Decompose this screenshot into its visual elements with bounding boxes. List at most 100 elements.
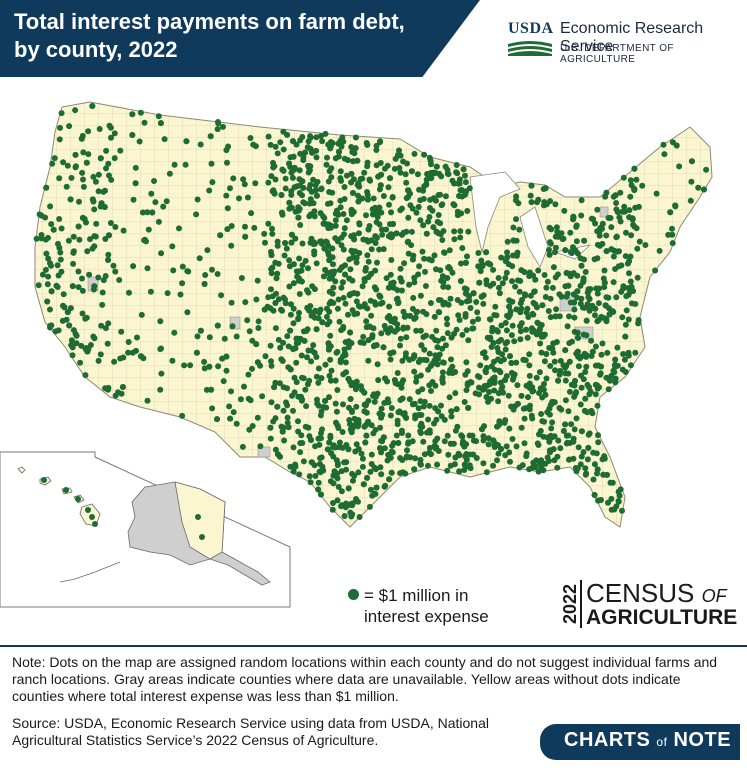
interest-dot (457, 228, 464, 235)
interest-dot (407, 202, 414, 209)
interest-dot (209, 179, 216, 186)
interest-dot (328, 298, 334, 305)
interest-dot (394, 370, 401, 376)
interest-dot (120, 227, 127, 234)
interest-dot (348, 144, 355, 150)
interest-dot (552, 367, 558, 374)
interest-dot (503, 443, 510, 450)
interest-dot (628, 232, 635, 239)
interest-dot (582, 395, 589, 402)
interest-dot (482, 367, 489, 374)
interest-dot (265, 179, 272, 186)
interest-dot (547, 314, 554, 321)
interest-dot (355, 192, 361, 199)
interest-dot (436, 309, 443, 316)
interest-dot (218, 292, 225, 299)
interest-dot (249, 365, 255, 372)
interest-dot (47, 260, 53, 267)
interest-dot (594, 466, 601, 473)
interest-dot (545, 308, 552, 314)
interest-dot (102, 236, 109, 242)
interest-dot (581, 237, 588, 244)
interest-dot (214, 322, 221, 329)
interest-dot (308, 358, 315, 365)
interest-dot (453, 326, 460, 333)
interest-dot (267, 141, 274, 148)
interest-dot (614, 344, 621, 351)
interest-dot (403, 228, 410, 235)
interest-dot (540, 333, 547, 340)
interest-dot (358, 450, 365, 457)
interest-dot (565, 408, 572, 415)
interest-dot (483, 394, 490, 400)
interest-dot (267, 305, 274, 312)
interest-dot (462, 371, 469, 378)
interest-dot (373, 342, 380, 349)
interest-dot (66, 123, 73, 130)
interest-dot (280, 146, 287, 153)
interest-dot (311, 248, 318, 255)
interest-dot (406, 281, 413, 288)
interest-dot (95, 274, 102, 281)
interest-dot (395, 409, 402, 416)
interest-dot (345, 340, 352, 347)
interest-dot (557, 357, 564, 364)
interest-dot (312, 473, 319, 479)
interest-dot (506, 297, 513, 304)
interest-dot (347, 266, 354, 273)
interest-dot (461, 467, 468, 473)
interest-dot (688, 158, 695, 165)
interest-dot (627, 177, 634, 184)
interest-dot (527, 192, 534, 199)
note-text: Note: Dots on the map are assigned rando… (12, 654, 718, 704)
interest-dot (416, 263, 423, 270)
interest-dot (292, 345, 299, 352)
interest-dot (400, 377, 407, 384)
interest-dot (439, 273, 446, 280)
interest-dot (265, 133, 272, 140)
interest-dot (521, 269, 528, 276)
interest-dot (627, 362, 634, 369)
interest-dot (620, 174, 627, 181)
interest-dot (509, 278, 515, 285)
interest-dot (179, 263, 186, 270)
interest-dot (293, 340, 300, 347)
interest-dot (105, 257, 112, 263)
interest-dot (284, 419, 291, 426)
interest-dot (601, 315, 608, 322)
interest-dot (338, 143, 345, 150)
divider (0, 645, 747, 647)
interest-dot (473, 299, 480, 305)
interest-dot (311, 349, 318, 356)
interest-dot (400, 158, 407, 165)
interest-dot (274, 270, 281, 277)
interest-dot (441, 249, 447, 256)
interest-dot (419, 248, 426, 255)
interest-dot (339, 429, 346, 435)
interest-dot (328, 450, 335, 457)
interest-dot (50, 226, 57, 233)
interest-dot (413, 327, 420, 334)
interest-dot (422, 268, 428, 275)
interest-dot (284, 333, 291, 340)
interest-dot (164, 290, 171, 297)
interest-dot (359, 175, 366, 182)
interest-dot (149, 209, 156, 216)
interest-dot (353, 259, 360, 266)
interest-dot (449, 363, 456, 370)
interest-dot (397, 265, 404, 272)
interest-dot (408, 168, 415, 175)
interest-dot (330, 444, 337, 451)
interest-dot (348, 290, 355, 297)
interest-dot (281, 252, 288, 259)
interest-dot (419, 386, 426, 393)
interest-dot (477, 268, 484, 275)
interest-dot (536, 326, 543, 333)
interest-dot (356, 230, 362, 237)
interest-dot (490, 462, 497, 469)
interest-dot (603, 374, 610, 381)
interest-dot (383, 226, 390, 233)
interest-dot (399, 231, 405, 238)
interest-dot (609, 479, 616, 486)
interest-dot (99, 301, 106, 308)
